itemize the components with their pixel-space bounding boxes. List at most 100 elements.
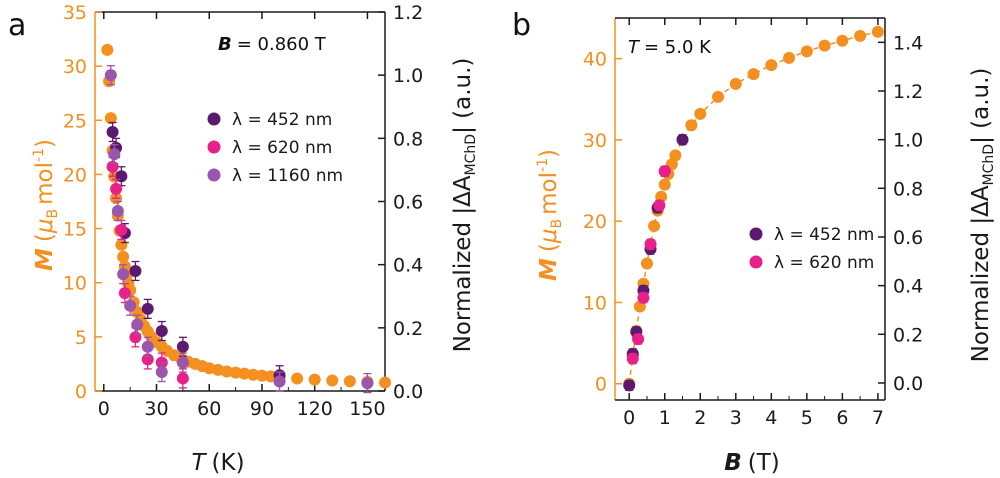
left-y-tick-label: 30 <box>63 56 87 78</box>
legend-marker <box>749 227 763 241</box>
data-point <box>118 287 131 300</box>
data-point <box>264 370 277 383</box>
panel-b-right-axis-title: Normalized |ΔAMChD| (a.u.) <box>968 68 997 363</box>
series-lambda_1160 <box>104 65 374 394</box>
x-tick-label: 60 <box>197 398 221 420</box>
data-point <box>637 291 650 304</box>
data-point <box>818 39 831 52</box>
x-tick-label: 0 <box>98 398 110 420</box>
legend-marker <box>749 255 763 269</box>
right-y-tick-label: 0.2 <box>393 318 423 340</box>
x-tick-label: 7 <box>872 407 884 429</box>
data-point <box>155 366 168 379</box>
data-point <box>308 373 321 386</box>
legend-label: λ = 1160 nm <box>232 166 343 186</box>
data-point <box>141 340 154 353</box>
data-point <box>640 257 653 270</box>
data-point <box>176 372 189 385</box>
data-point <box>379 376 391 389</box>
left-y-tick-label: 15 <box>63 219 87 241</box>
panel-a-plot-area: 0 30 60 90 120 150 0 5 10 15 20 25 30 35 0.0 0.2 0.4 0.6 0… <box>63 2 423 420</box>
right-y-tick-label: 1.2 <box>393 2 423 24</box>
data-point <box>626 352 639 365</box>
right-y-tick-label: 0.6 <box>893 227 923 249</box>
panel-a-left-axis-title: M(μBmol-1) <box>31 139 61 271</box>
data-point <box>326 374 339 387</box>
data-point <box>854 29 867 42</box>
fit-curve <box>628 31 879 384</box>
data-point <box>800 45 813 58</box>
panel-b-x-axis-title: B (T) <box>724 450 780 476</box>
panel-b: b 0 1 2 3 4 5 6 7 0 10 20 30 40 0.0 0.2 0.4 0.6 0.8 1.0 1.2… <box>512 8 997 476</box>
data-point <box>117 268 130 281</box>
legend-marker <box>207 140 221 154</box>
data-point <box>104 112 117 125</box>
left-y-tick-label: 10 <box>63 273 87 295</box>
data-point <box>747 68 760 81</box>
data-point <box>632 333 645 346</box>
data-point <box>291 372 304 385</box>
panel-b-left-axis-title: M(μBmol-1) <box>535 149 565 281</box>
data-point <box>669 149 682 162</box>
data-point <box>836 34 849 47</box>
data-point <box>658 178 671 191</box>
legend-marker <box>207 112 221 126</box>
data-point <box>729 77 742 90</box>
panel-b-legend: λ = 452 nm λ = 620 nm <box>749 225 874 273</box>
legend-label: λ = 452 nm <box>232 110 332 130</box>
x-tick-label: 150 <box>349 398 385 420</box>
data-point <box>765 59 778 72</box>
x-tick-label: 120 <box>297 398 333 420</box>
right-y-tick-label: 0.4 <box>393 255 423 277</box>
panel-b-label: b <box>512 8 531 43</box>
panel-a-label: a <box>8 8 26 43</box>
left-y-tick-label: 40 <box>583 49 607 71</box>
x-tick-label: 3 <box>730 407 742 429</box>
left-y-tick-label: 25 <box>63 110 87 132</box>
data-point <box>155 324 168 337</box>
data-point <box>220 365 233 378</box>
data-point <box>685 119 698 132</box>
right-y-tick-label: 1.0 <box>893 130 923 152</box>
data-point <box>176 356 189 369</box>
data-point <box>273 375 286 388</box>
data-point <box>115 223 128 236</box>
x-tick-label: 5 <box>801 407 813 429</box>
data-point <box>238 367 251 380</box>
legend-label: λ = 452 nm <box>774 225 874 245</box>
left-y-tick-label: 10 <box>583 292 607 314</box>
x-tick-label: 1 <box>659 407 671 429</box>
panel-a-legend: λ = 452 nm λ = 620 nm λ = 1160 nm <box>207 110 343 186</box>
data-point <box>255 369 268 382</box>
right-y-tick-label: 1.0 <box>393 65 423 87</box>
left-y-tick-label: 0 <box>75 381 87 403</box>
data-point <box>871 25 884 38</box>
x-tick-label: 6 <box>836 407 848 429</box>
left-y-tick-label: 30 <box>583 130 607 152</box>
data-point <box>131 318 144 331</box>
panel-a-field-annotation: B = 0.860 T <box>218 34 327 55</box>
data-point <box>176 340 189 353</box>
legend-label: λ = 620 nm <box>232 138 332 158</box>
right-y-tick-label: 0.0 <box>893 373 923 395</box>
right-y-tick-label: 1.2 <box>893 81 923 103</box>
x-tick-label: 2 <box>694 407 706 429</box>
left-y-tick-label: 20 <box>583 211 607 233</box>
panel-a-x-axis-title: T (K) <box>191 450 244 476</box>
data-point <box>106 126 119 139</box>
right-y-tick-label: 0.4 <box>893 276 923 298</box>
legend-label: λ = 620 nm <box>774 253 874 273</box>
right-y-tick-label: 0.8 <box>393 128 423 150</box>
data-point <box>111 204 124 217</box>
data-point <box>658 165 671 178</box>
data-point <box>676 133 689 146</box>
x-tick-label: 0 <box>623 407 635 429</box>
data-point <box>783 51 796 64</box>
data-point <box>623 379 636 392</box>
left-y-tick-label: 20 <box>63 164 87 186</box>
series-lambda_620 <box>626 165 671 365</box>
data-point <box>115 238 128 251</box>
data-point <box>653 199 666 212</box>
data-point <box>104 69 117 82</box>
